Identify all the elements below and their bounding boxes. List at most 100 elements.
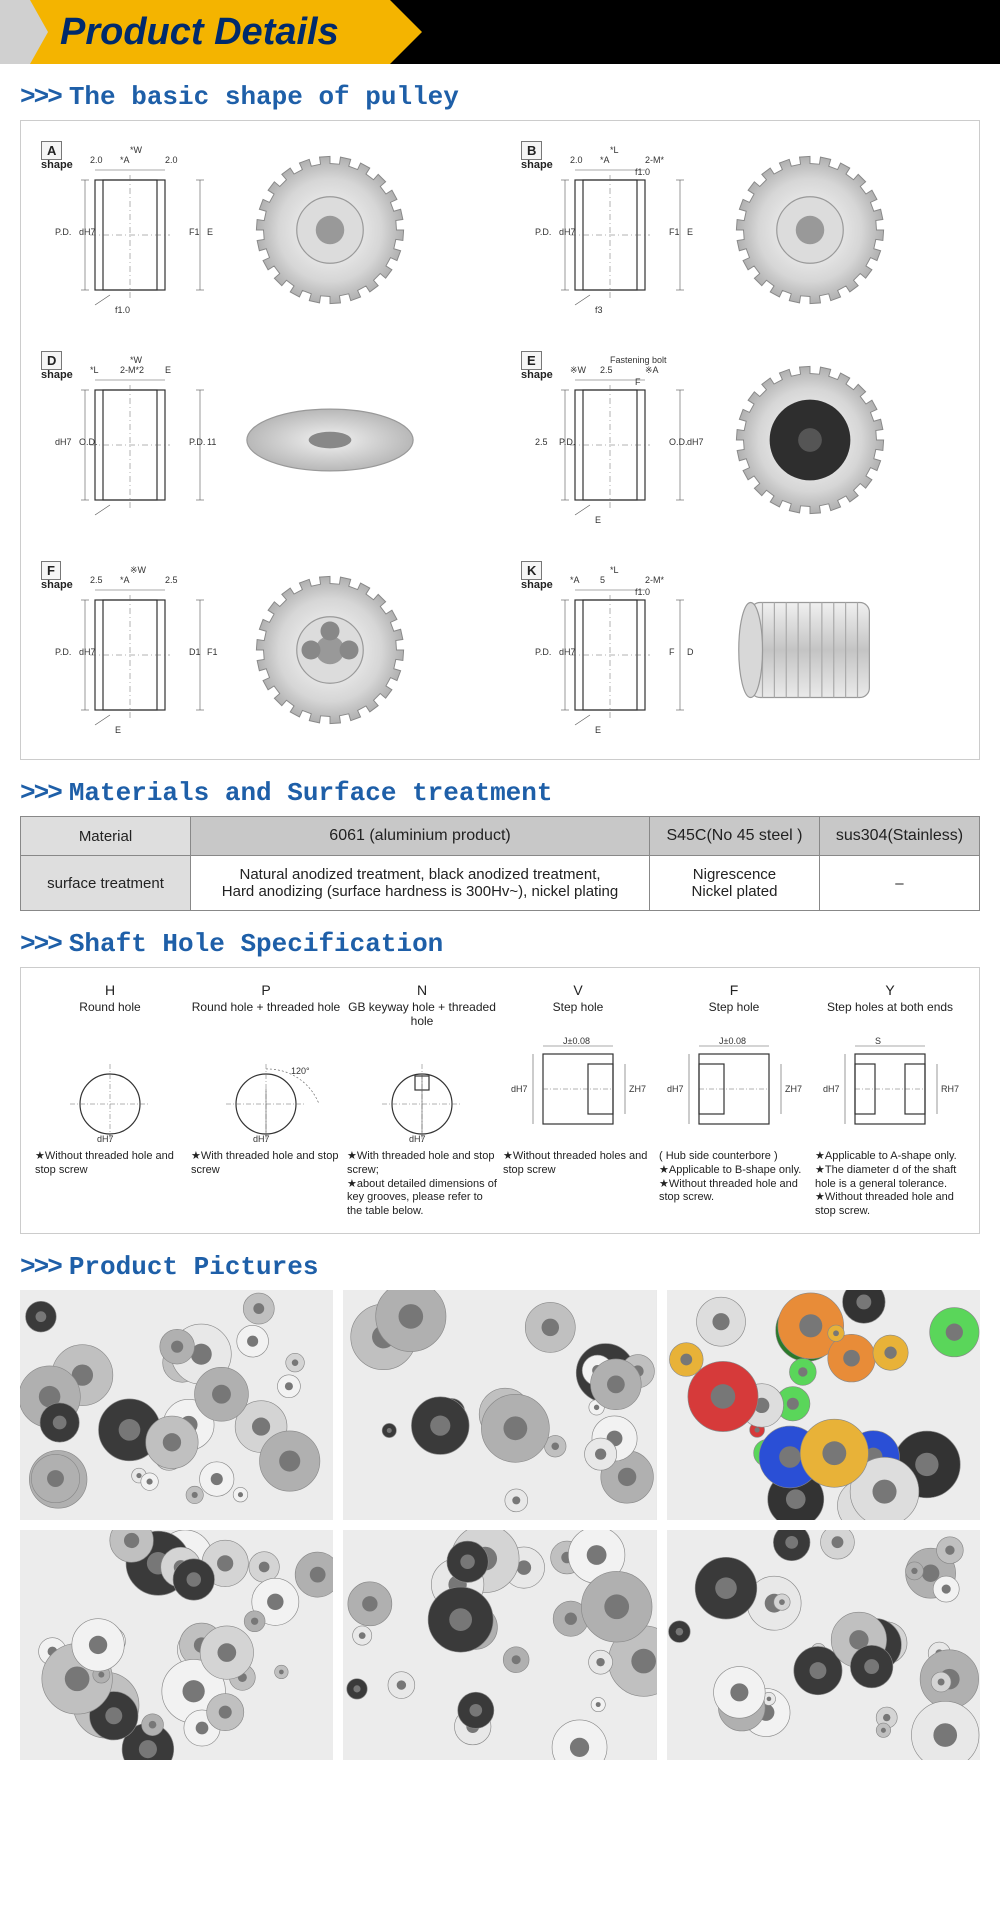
materials-cell: – <box>819 856 979 911</box>
svg-text:2-M*: 2-M* <box>645 575 664 585</box>
shaft-name: Step hole <box>659 1000 809 1030</box>
arrows-icon: >>> <box>20 929 61 959</box>
shape-code-label: K <box>521 561 542 580</box>
svg-text:2.0: 2.0 <box>90 155 103 165</box>
svg-text:F: F <box>669 647 675 657</box>
svg-text:F1: F1 <box>669 227 680 237</box>
svg-text:O.D.: O.D. <box>79 437 98 447</box>
shape-diagram: A shape *W2.0*A2.0P.D.dH7F1Ef1.0 <box>35 135 225 325</box>
svg-text:*W: *W <box>130 355 143 365</box>
shaft-notes: ★Without threaded holes and stop screw <box>503 1150 653 1178</box>
arrows-icon: >>> <box>20 1252 61 1282</box>
svg-text:f1.0: f1.0 <box>115 305 130 315</box>
shape-sub-label: shape <box>521 579 553 591</box>
shaft-notes: ★With threaded hole and stop screw <box>191 1150 341 1178</box>
section-materials-text: Materials and Surface treatment <box>69 778 553 808</box>
shape-sub-label: shape <box>41 159 73 171</box>
svg-text:2-M*: 2-M* <box>645 155 664 165</box>
shape-cell: B shape *L2.0*A2-M*P.D.dH7F1Ef3f1.0 <box>515 135 965 325</box>
svg-text:D1: D1 <box>189 647 201 657</box>
svg-text:dH7: dH7 <box>511 1084 528 1094</box>
shape-diagram: E shape Fastening bolt※W2.5※A2.5P.D.O.D.… <box>515 345 705 535</box>
shaft-notes: ( Hub side counterbore )★Applicable to B… <box>659 1150 809 1205</box>
svg-text:ZH7: ZH7 <box>785 1084 802 1094</box>
shape-code-label: E <box>521 351 542 370</box>
shaft-code: N <box>347 982 497 998</box>
svg-text:*A: *A <box>120 155 130 165</box>
svg-text:dH7: dH7 <box>687 437 704 447</box>
svg-text:11: 11 <box>207 437 216 447</box>
svg-text:2.5: 2.5 <box>90 575 103 585</box>
svg-text:O.D.: O.D. <box>669 437 688 447</box>
shaft-diagram: J±0.08 dH7 ZH7 <box>659 1034 809 1144</box>
svg-text:f1.0: f1.0 <box>635 167 650 177</box>
shaft-name: Round hole + threaded hole <box>191 1000 341 1030</box>
arrows-icon: >>> <box>20 778 61 808</box>
product-picture <box>20 1530 333 1760</box>
product-picture <box>343 1290 656 1520</box>
svg-text:D: D <box>687 647 694 657</box>
shaft-notes: ★Applicable to A-shape only.★The diamete… <box>815 1150 965 1219</box>
shape-diagram: D shape *W*L2-M*2EdH7O.D.P.D.11 <box>35 345 225 535</box>
pulley-photo <box>715 345 905 535</box>
svg-text:*A: *A <box>120 575 130 585</box>
section-shapes-title: >>>The basic shape of pulley <box>20 82 980 112</box>
shaft-diagram: J±0.08 dH7 ZH7 <box>503 1034 653 1144</box>
shaft-diagram: dH7 <box>347 1034 497 1144</box>
shaft-code: Y <box>815 982 965 998</box>
section-pictures-title: >>>Product Pictures <box>20 1252 980 1282</box>
product-picture <box>20 1290 333 1520</box>
shape-diagram: K shape *L*A52-M*P.D.dH7FDEf1.0 <box>515 555 705 745</box>
pulley-photo <box>235 135 425 325</box>
shape-sub-label: shape <box>41 369 73 381</box>
shaft-cell: F Step hole J±0.08 dH7 ZH7 ( Hub side co… <box>659 982 809 1219</box>
materials-table-header: sus304(Stainless) <box>819 817 979 856</box>
svg-text:*A: *A <box>570 575 580 585</box>
product-picture <box>667 1530 980 1760</box>
materials-row-label: surface treatment <box>21 856 191 911</box>
svg-text:F1: F1 <box>189 227 200 237</box>
shape-code-label: F <box>41 561 61 580</box>
svg-text:*L: *L <box>90 365 99 375</box>
svg-text:2.5: 2.5 <box>600 365 613 375</box>
svg-text:120°: 120° <box>291 1066 310 1076</box>
section-shaft-text: Shaft Hole Specification <box>69 929 443 959</box>
svg-text:dH7: dH7 <box>79 647 96 657</box>
svg-text:※W: ※W <box>570 365 587 375</box>
shape-cell: E shape Fastening bolt※W2.5※A2.5P.D.O.D.… <box>515 345 965 535</box>
svg-text:※W: ※W <box>130 565 147 575</box>
shape-sub-label: shape <box>521 159 553 171</box>
svg-text:dH7: dH7 <box>559 647 576 657</box>
shaft-name: Step holes at both ends <box>815 1000 965 1030</box>
svg-text:5: 5 <box>600 575 605 585</box>
pulley-photo <box>235 555 425 745</box>
svg-text:dH7: dH7 <box>559 227 576 237</box>
materials-table-header: S45C(No 45 steel ) <box>650 817 820 856</box>
shape-code-label: B <box>521 141 542 160</box>
pulley-photo <box>715 555 905 745</box>
section-shapes-text: The basic shape of pulley <box>69 82 459 112</box>
svg-text:P.D.: P.D. <box>535 227 551 237</box>
materials-table-header: 6061 (aluminium product) <box>191 817 650 856</box>
materials-cell: Natural anodized treatment, black anodiz… <box>191 856 650 911</box>
shaft-notes: ★With threaded hole and stop screw;★abou… <box>347 1150 497 1219</box>
svg-text:f1.0: f1.0 <box>635 587 650 597</box>
svg-text:F1: F1 <box>207 647 218 657</box>
shaft-cell: N GB keyway hole + threaded hole dH7 ★Wi… <box>347 982 497 1219</box>
shaft-code: F <box>659 982 809 998</box>
svg-text:dH7: dH7 <box>253 1134 270 1144</box>
shape-sub-label: shape <box>41 579 73 591</box>
svg-text:P.D.: P.D. <box>559 437 575 447</box>
svg-text:RH7: RH7 <box>941 1084 959 1094</box>
shaft-code: H <box>35 982 185 998</box>
svg-text:*A: *A <box>600 155 610 165</box>
svg-text:S: S <box>875 1036 881 1046</box>
svg-text:*L: *L <box>610 565 619 575</box>
svg-text:E: E <box>687 227 693 237</box>
svg-text:*L: *L <box>610 145 619 155</box>
shape-cell: K shape *L*A52-M*P.D.dH7FDEf1.0 <box>515 555 965 745</box>
shapes-grid: A shape *W2.0*A2.0P.D.dH7F1Ef1.0 B shape <box>35 135 965 745</box>
svg-text:*W: *W <box>130 145 143 155</box>
shapes-frame: A shape *W2.0*A2.0P.D.dH7F1Ef1.0 B shape <box>20 120 980 760</box>
svg-text:dH7: dH7 <box>667 1084 684 1094</box>
